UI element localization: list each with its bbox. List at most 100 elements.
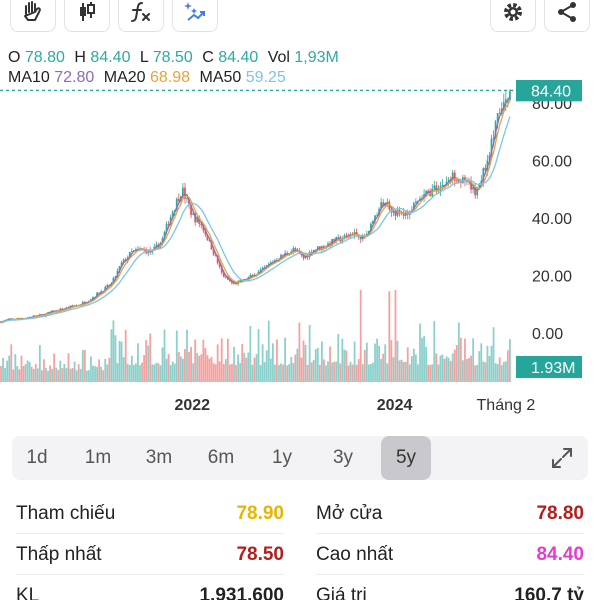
candle-body bbox=[412, 202, 415, 211]
volume-bar bbox=[106, 364, 109, 382]
volume-bar bbox=[169, 365, 172, 382]
volume-bar bbox=[16, 366, 19, 382]
share-button[interactable] bbox=[544, 0, 590, 32]
range-tab-1d[interactable]: 1d bbox=[26, 447, 48, 468]
volume-bar bbox=[337, 334, 340, 382]
hand-tool-button[interactable] bbox=[10, 0, 56, 32]
candle-body bbox=[484, 168, 487, 171]
volume-bar bbox=[429, 365, 432, 382]
volume-bar bbox=[374, 343, 376, 382]
indicator-button[interactable] bbox=[118, 0, 164, 32]
time-tick-label: Tháng 2 bbox=[477, 397, 536, 414]
volume-bar bbox=[318, 364, 321, 382]
volume-bar bbox=[122, 357, 125, 382]
volume-bar bbox=[237, 354, 239, 382]
candle-body bbox=[92, 297, 94, 300]
volume-bar bbox=[214, 364, 217, 382]
volume-bar bbox=[83, 350, 86, 382]
volume-bar bbox=[224, 359, 227, 382]
candle-body bbox=[155, 244, 158, 247]
last-price-badge bbox=[516, 80, 582, 102]
candle-body bbox=[476, 187, 479, 196]
volume-bar bbox=[216, 344, 219, 382]
ma50-value: 59.25 bbox=[245, 69, 286, 86]
volume-bar bbox=[312, 359, 315, 382]
volume-bar bbox=[445, 356, 448, 382]
volume-bar bbox=[351, 364, 354, 382]
range-tab-6m[interactable]: 6m bbox=[207, 447, 235, 468]
candle-body bbox=[333, 239, 336, 242]
volume-bar bbox=[437, 364, 440, 382]
settings-button[interactable] bbox=[490, 0, 536, 32]
volume-bar bbox=[243, 352, 246, 382]
candle-body bbox=[224, 276, 227, 278]
candle-body bbox=[216, 255, 219, 264]
volume-bar bbox=[453, 349, 456, 382]
volume-bar bbox=[339, 363, 342, 382]
open-stat-label: Mở cửa bbox=[316, 502, 383, 524]
range-tab-3y[interactable]: 3y bbox=[332, 447, 354, 468]
volume-bar bbox=[273, 364, 276, 382]
candle-body bbox=[177, 198, 180, 202]
volume-bar bbox=[478, 351, 481, 382]
candle-body bbox=[372, 221, 374, 224]
volume-bar bbox=[88, 370, 90, 382]
candle-body bbox=[267, 263, 270, 266]
chart-type-button[interactable] bbox=[64, 0, 110, 32]
fullscreen-button[interactable] bbox=[548, 444, 576, 472]
volume-bar bbox=[51, 369, 54, 382]
volume-bar bbox=[509, 339, 511, 382]
volume-bar bbox=[102, 370, 105, 382]
volume-bar bbox=[241, 344, 244, 382]
candle-body bbox=[337, 236, 340, 238]
volume-bar bbox=[306, 364, 309, 382]
volume-bar bbox=[280, 363, 282, 382]
moving-average-lines bbox=[0, 96, 511, 324]
candle-body bbox=[167, 224, 170, 226]
low-stat-value: 78.50 bbox=[236, 543, 284, 565]
stat-reference: Tham chiếu 78.90 bbox=[16, 494, 284, 534]
volume-bar bbox=[488, 355, 491, 382]
candle-body bbox=[204, 230, 207, 235]
range-tab-1y[interactable]: 1y bbox=[271, 447, 293, 468]
volume-bar bbox=[474, 365, 477, 382]
volume-bar bbox=[284, 337, 287, 382]
volume-bar bbox=[218, 361, 221, 382]
candle-body bbox=[106, 285, 109, 287]
candle-body bbox=[341, 239, 344, 242]
volume-bar bbox=[179, 356, 182, 382]
volume-bar bbox=[333, 361, 336, 382]
range-tab-1m[interactable]: 1m bbox=[84, 447, 112, 468]
volume-bar bbox=[161, 347, 164, 382]
volume-bar bbox=[226, 338, 229, 382]
volume-stat-label: KL bbox=[16, 585, 40, 600]
smart-indicator-button[interactable] bbox=[172, 0, 218, 32]
volume-bar bbox=[79, 369, 82, 382]
volume-bar bbox=[439, 355, 442, 382]
range-tab-5y[interactable]: 5y bbox=[381, 436, 431, 480]
volume-bar bbox=[480, 343, 483, 382]
volume-bar bbox=[90, 356, 92, 382]
stat-low: Thấp nhất 78.50 bbox=[16, 535, 284, 575]
stat-open: Mở cửa 78.80 bbox=[316, 494, 584, 534]
candle-body bbox=[504, 99, 507, 103]
low-stat-label: Thấp nhất bbox=[16, 543, 102, 565]
volume-bar bbox=[357, 358, 360, 382]
volume-bar bbox=[235, 364, 237, 382]
volume-bar bbox=[57, 369, 60, 382]
candle-body bbox=[494, 121, 497, 138]
candle-body bbox=[233, 282, 235, 284]
volume-bar bbox=[282, 364, 284, 382]
stat-volume: KL 1,931,600 bbox=[16, 576, 284, 600]
volume-bar bbox=[222, 363, 225, 382]
range-tab-3m[interactable]: 3m bbox=[145, 447, 173, 468]
volume-bar bbox=[77, 364, 80, 382]
candle-body bbox=[61, 308, 64, 311]
volume-bar bbox=[464, 338, 466, 382]
candle-body bbox=[118, 266, 121, 271]
volume-bar bbox=[288, 364, 291, 382]
volume-bar bbox=[229, 364, 231, 382]
volume-bar bbox=[67, 353, 70, 382]
candlesticks bbox=[0, 89, 511, 324]
